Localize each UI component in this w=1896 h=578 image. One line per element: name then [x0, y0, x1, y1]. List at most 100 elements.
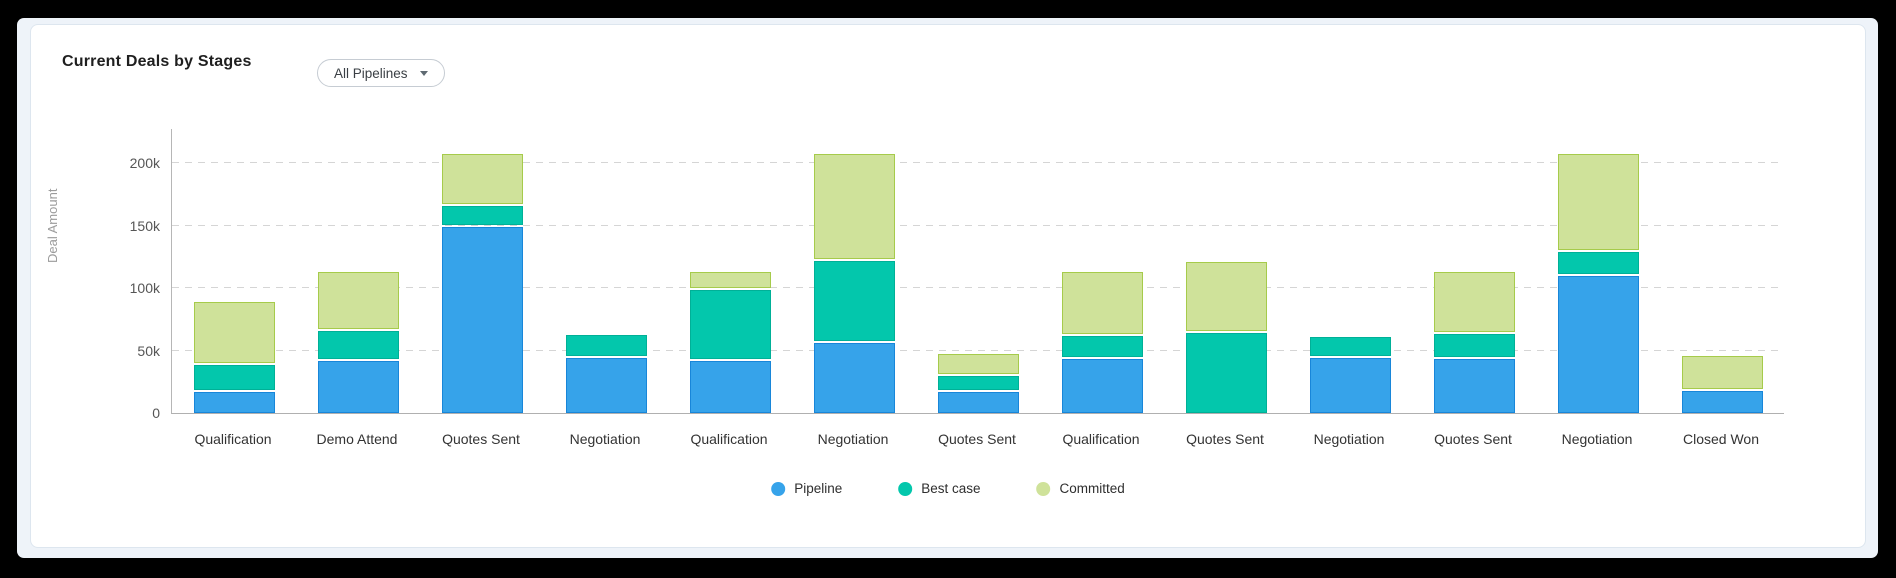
x-axis-label-12: Negotiation: [1561, 431, 1633, 447]
y-tick-label: 50k: [137, 342, 160, 359]
bar-segment-committed[interactable]: [317, 271, 399, 329]
bar-segment-pipeline[interactable]: [1309, 358, 1391, 413]
legend-label: Committed: [1059, 481, 1125, 496]
bar-slot-11: [1412, 129, 1536, 413]
x-axis-label-8: Qualification: [1062, 431, 1140, 447]
bar-segment-committed[interactable]: [441, 154, 523, 204]
legend-item-pipeline[interactable]: Pipeline: [771, 481, 842, 496]
bar-slot-6: [792, 129, 916, 413]
bar-segment-best-case[interactable]: [193, 364, 275, 390]
bar-segment-pipeline[interactable]: [937, 391, 1019, 413]
stacked-bar-7: [937, 354, 1019, 413]
x-axis-label-4: Negotiation: [569, 431, 641, 447]
grid-line-200k: [172, 162, 1784, 163]
bar-segment-best-case[interactable]: [689, 289, 771, 359]
bar-segment-best-case[interactable]: [1061, 336, 1143, 358]
x-axis-labels: Qualification Demo Attend Quotes Sent Negot…: [171, 431, 1783, 451]
bar-segment-committed[interactable]: [689, 271, 771, 288]
y-tick-label: 200k: [129, 155, 160, 171]
bar-segment-committed[interactable]: [1557, 154, 1639, 251]
bar-segment-pipeline[interactable]: [1061, 359, 1143, 413]
y-tick-label: 0: [152, 405, 160, 421]
bar-slot-5: [668, 129, 792, 413]
stacked-bar-13: [1681, 356, 1763, 413]
bar-segment-pipeline[interactable]: [317, 360, 399, 413]
legend-label: Best case: [921, 481, 981, 496]
legend-swatch-icon: [898, 481, 913, 496]
x-axis-label-11: Quotes Sent: [1434, 431, 1512, 447]
bar-slot-1: [172, 129, 296, 413]
stacked-bar-3: [441, 154, 523, 413]
bar-segment-pipeline[interactable]: [1557, 275, 1639, 413]
bar-segment-committed[interactable]: [1433, 271, 1515, 332]
bar-slot-10: [1288, 129, 1412, 413]
bar-slot-4: [544, 129, 668, 413]
bar-segment-committed[interactable]: [193, 301, 275, 363]
stacked-bar-12: [1557, 154, 1639, 413]
bar-segment-best-case[interactable]: [1433, 333, 1515, 358]
bar-segment-committed[interactable]: [1061, 271, 1143, 334]
bar-slot-3: [420, 129, 544, 413]
x-axis-label-5: Qualification: [690, 431, 768, 447]
stacked-bar-11: [1433, 271, 1515, 413]
pipeline-filter-dropdown[interactable]: All Pipelines: [317, 59, 445, 87]
stacked-bar-4: [565, 334, 647, 413]
x-axis-label-7: Quotes Sent: [938, 431, 1016, 447]
bar-slot-9: [1164, 129, 1288, 413]
bar-segment-pipeline[interactable]: [1681, 390, 1763, 413]
bar-segment-best-case[interactable]: [813, 261, 895, 341]
bar-slot-12: [1536, 129, 1660, 413]
bar-segment-best-case[interactable]: [317, 331, 399, 359]
bar-slot-7: [916, 129, 1040, 413]
pipeline-filter-value: All Pipelines: [334, 65, 408, 81]
bar-segment-committed[interactable]: [813, 154, 895, 259]
bar-segment-pipeline[interactable]: [689, 360, 771, 413]
stacked-bar-8: [1061, 271, 1143, 413]
bar-segment-best-case[interactable]: [1185, 333, 1267, 413]
legend-swatch-icon: [1036, 481, 1051, 496]
stacked-bar-2: [317, 271, 399, 413]
plot-area: 0 50k 100k 150k 200k: [130, 129, 1784, 421]
bar-segment-pipeline[interactable]: [1433, 359, 1515, 413]
stacked-bar-10: [1309, 337, 1391, 413]
x-axis-label-2: Demo Attend: [316, 431, 398, 447]
grid-line-100k: [172, 287, 1784, 288]
bar-segment-committed[interactable]: [1185, 262, 1267, 331]
x-axis-label-3: Quotes Sent: [442, 431, 520, 447]
x-axis-label-1: Qualification: [194, 431, 272, 447]
stacked-bar-6: [813, 154, 895, 413]
legend-item-best-case[interactable]: Best case: [898, 481, 981, 496]
bar-segment-best-case[interactable]: [937, 376, 1019, 390]
stacked-bar-1: [193, 301, 275, 413]
x-axis-label-6: Negotiation: [817, 431, 889, 447]
bar-segment-best-case[interactable]: [1557, 252, 1639, 274]
chevron-down-icon: [419, 70, 428, 76]
bar-slot-8: [1040, 129, 1164, 413]
bar-segment-best-case[interactable]: [565, 334, 647, 356]
y-tick-label: 100k: [129, 280, 160, 296]
grid-line-150k: [172, 224, 1784, 226]
legend-swatch-icon: [771, 481, 786, 496]
bar-segment-best-case[interactable]: [441, 206, 523, 225]
x-axis-label-10: Negotiation: [1313, 431, 1385, 447]
chart-title: Current Deals by Stages: [62, 53, 252, 70]
bar-segment-pipeline[interactable]: [193, 391, 275, 413]
stacked-bar-5: [689, 271, 771, 413]
bar-segment-committed[interactable]: [937, 354, 1019, 374]
legend-item-committed[interactable]: Committed: [1036, 481, 1125, 496]
grid-line-50k: [172, 349, 1784, 351]
y-tick-label: 150k: [129, 217, 160, 234]
bar-segment-pipeline[interactable]: [813, 343, 895, 413]
legend-label: Pipeline: [794, 481, 843, 496]
chart-legend: Pipeline Best case Committed: [771, 481, 1125, 496]
bar-segment-pipeline[interactable]: [441, 226, 523, 413]
bar-slot-13: [1660, 129, 1784, 413]
bar-slot-2: [296, 129, 420, 413]
bar-segment-best-case[interactable]: [1309, 337, 1391, 356]
bar-segment-pipeline[interactable]: [565, 358, 647, 413]
bar-segment-committed[interactable]: [1681, 356, 1763, 389]
stacked-bar-9: [1185, 262, 1267, 413]
x-axis-label-9: Quotes Sent: [1186, 431, 1264, 447]
